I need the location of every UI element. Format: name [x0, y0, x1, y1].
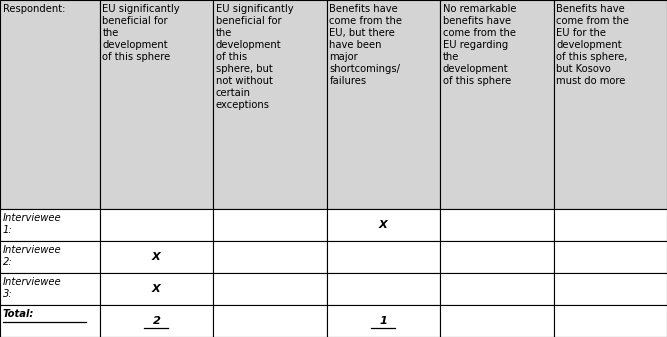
Bar [554, 0, 667, 209]
Bar [99, 241, 213, 273]
Bar [327, 0, 440, 209]
Bar [554, 273, 667, 305]
Bar [0, 273, 99, 305]
Bar [99, 305, 213, 337]
Text: 1: 1 [380, 316, 388, 326]
Bar [213, 305, 327, 337]
Bar [213, 0, 327, 209]
Text: Respondent:: Respondent: [3, 4, 65, 14]
Bar [327, 209, 440, 241]
Bar [440, 305, 554, 337]
Bar [440, 209, 554, 241]
Text: Interviewee
2:: Interviewee 2: [3, 245, 61, 267]
Text: Interviewee
3:: Interviewee 3: [3, 277, 61, 299]
Bar [440, 0, 554, 209]
Text: Benefits have
come from the
EU for the
development
of this sphere,
but Kosovo
mu: Benefits have come from the EU for the d… [556, 4, 629, 86]
Text: X: X [152, 252, 161, 262]
Bar [327, 305, 440, 337]
Bar [99, 0, 213, 209]
Bar [440, 273, 554, 305]
Bar [213, 241, 327, 273]
Bar [440, 241, 554, 273]
Bar [0, 0, 99, 209]
Bar [99, 273, 213, 305]
Bar [327, 273, 440, 305]
Bar [213, 273, 327, 305]
Bar [99, 209, 213, 241]
Bar [327, 241, 440, 273]
Text: X: X [152, 284, 161, 294]
Bar [213, 209, 327, 241]
Text: Benefits have
come from the
EU, but there
have been
major
shortcomings/
failures: Benefits have come from the EU, but ther… [329, 4, 402, 86]
Text: Total:: Total: [3, 309, 34, 319]
Text: EU significantly
beneficial for
the
development
of this
sphere, but
not without
: EU significantly beneficial for the deve… [216, 4, 293, 110]
Bar [554, 209, 667, 241]
Bar [554, 241, 667, 273]
Bar [554, 305, 667, 337]
Text: X: X [379, 220, 388, 230]
Text: EU significantly
beneficial for
the
development
of this sphere: EU significantly beneficial for the deve… [102, 4, 180, 62]
Text: Interviewee
1:: Interviewee 1: [3, 213, 61, 235]
Text: 2: 2 [153, 316, 160, 326]
Bar [0, 305, 99, 337]
Bar [0, 209, 99, 241]
Bar [0, 241, 99, 273]
Text: No remarkable
benefits have
come from the
EU regarding
the
development
of this s: No remarkable benefits have come from th… [443, 4, 516, 86]
